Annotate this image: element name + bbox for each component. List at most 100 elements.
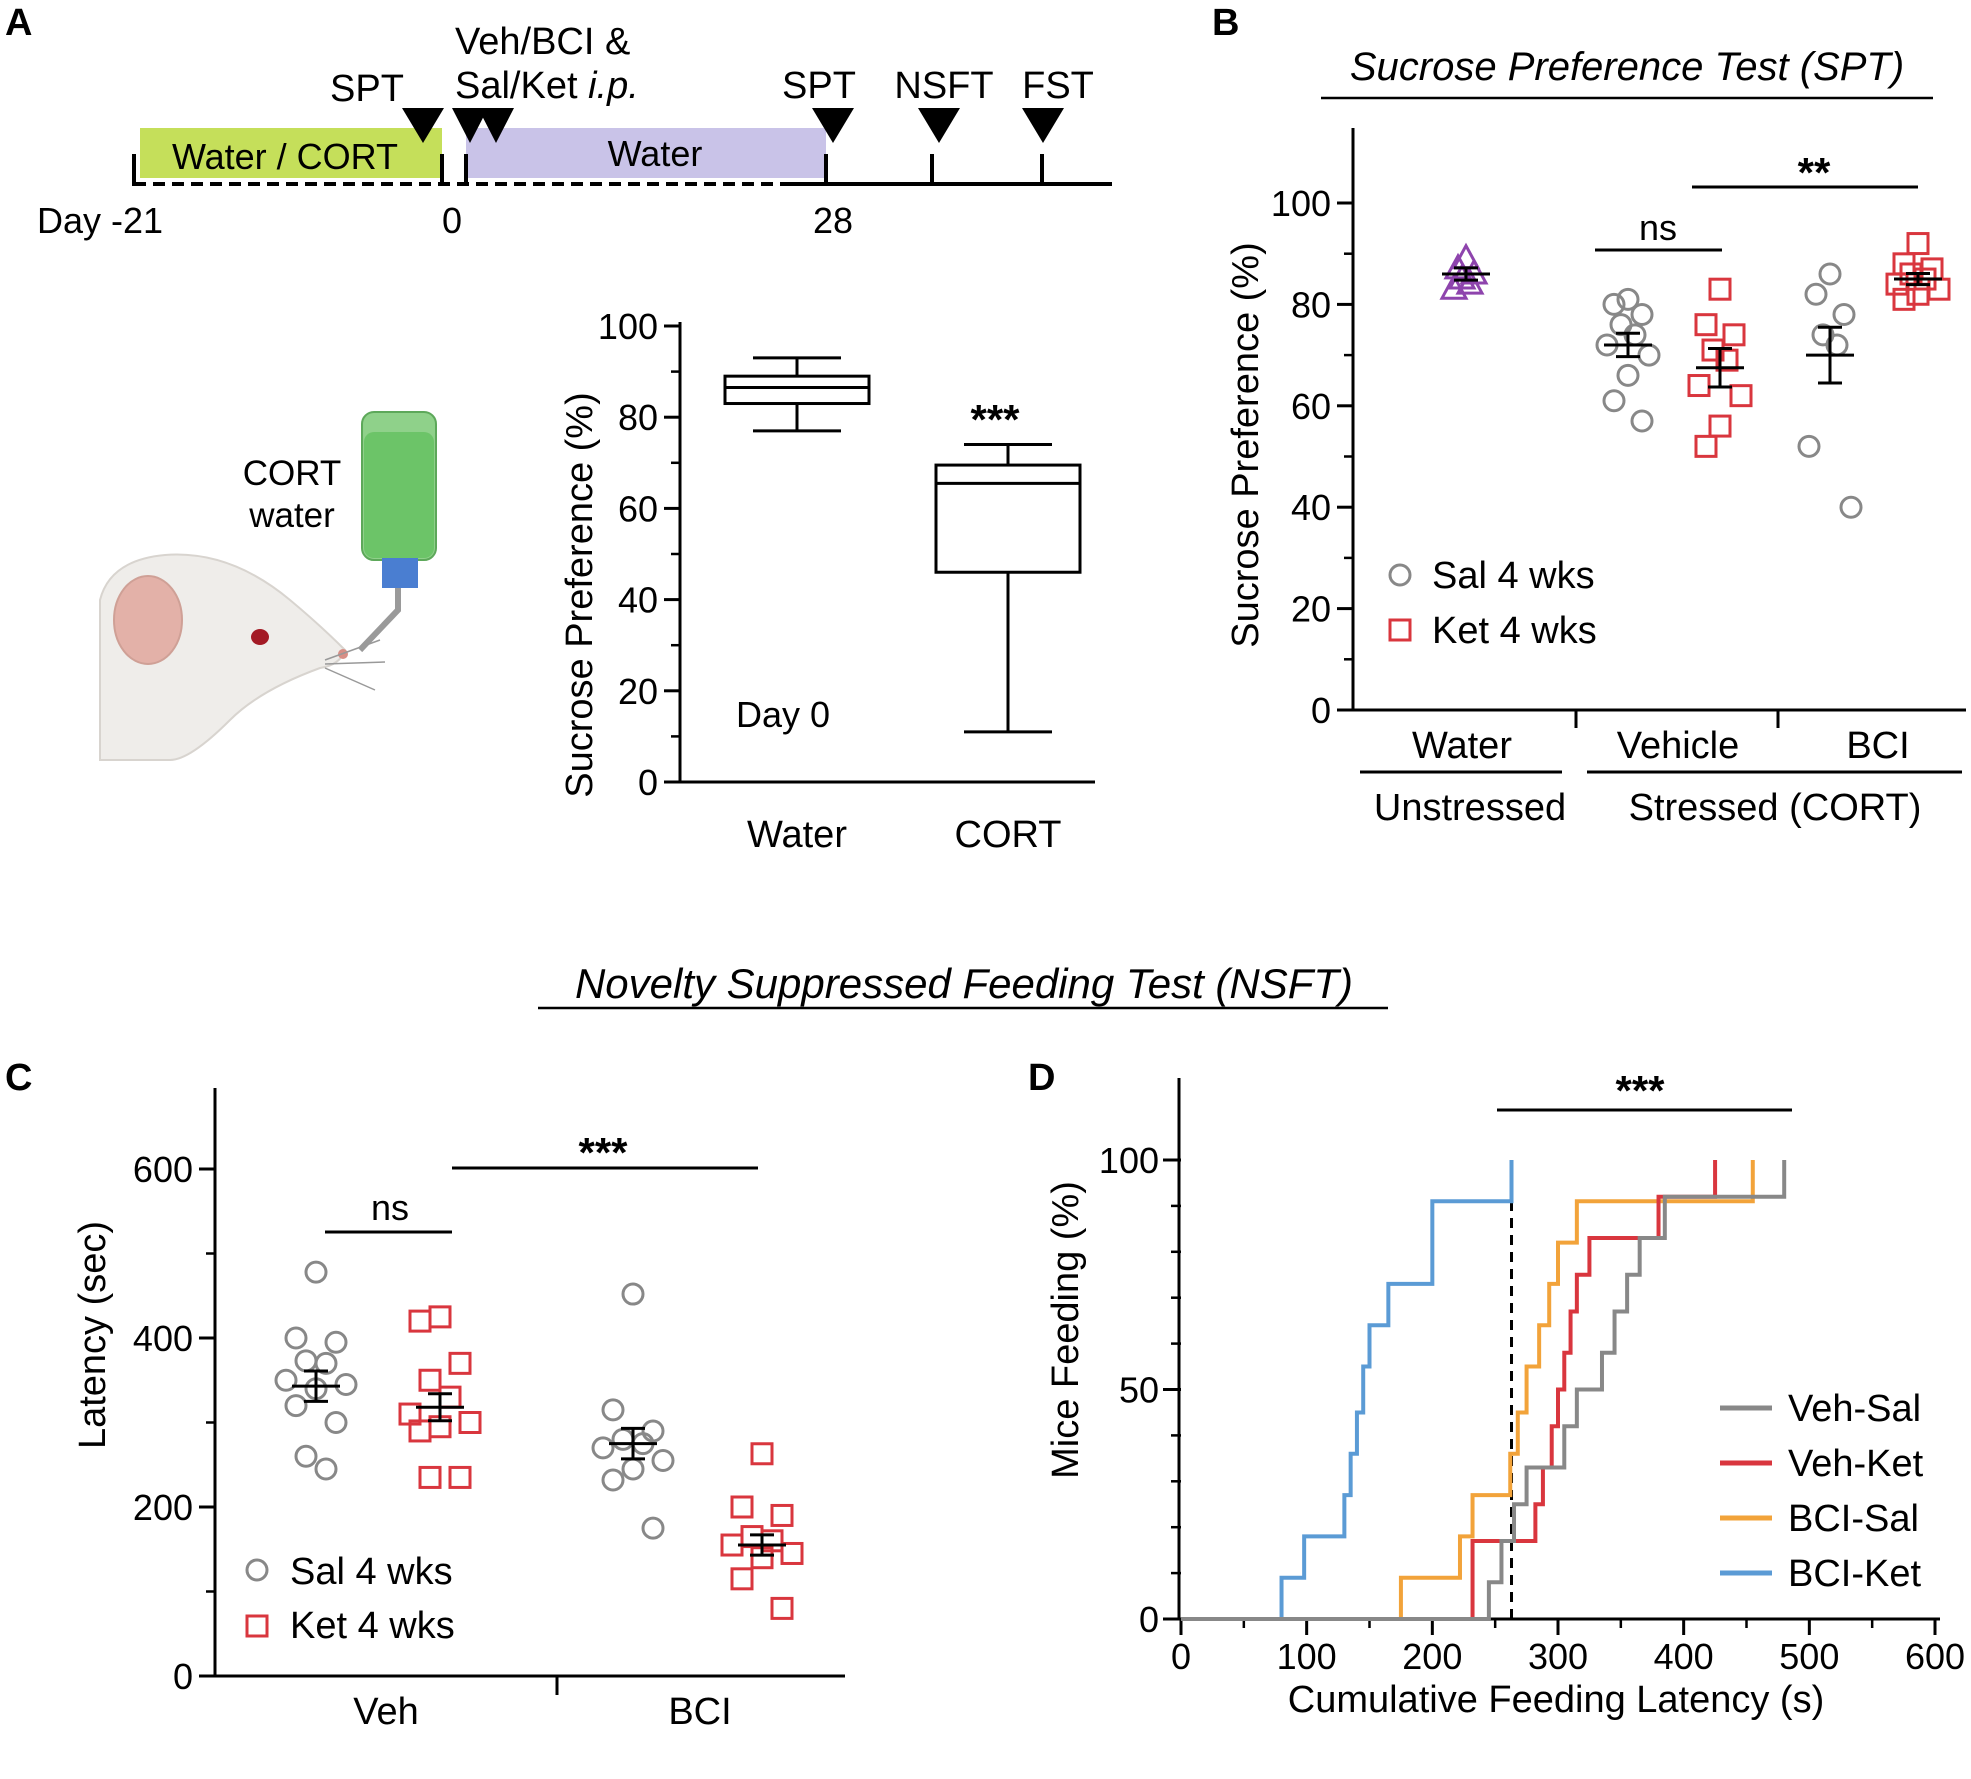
nsft-arrow-icon <box>918 108 960 143</box>
panel-a-xtick-water: Water <box>747 814 847 856</box>
panel-b-point-veh-sal <box>1630 303 1654 327</box>
panel-c-point-veh-ket <box>408 1309 432 1333</box>
panel-c-sig-label: *** <box>578 1129 628 1176</box>
panel-d-label: D <box>1028 1057 1055 1099</box>
panel-c-point-bci-sal <box>611 1427 635 1451</box>
panel-d-xtick-label: 200 <box>1402 1636 1462 1677</box>
panel-b-point-bci-ket <box>1892 287 1916 311</box>
panel-b-title: Sucrose Preference Test (SPT) <box>1350 45 1904 89</box>
curve-bci-ket <box>1181 1160 1514 1621</box>
panel-a-label: A <box>5 2 32 44</box>
panel-c-point-veh-ket <box>458 1411 482 1434</box>
spt-pre-arrow-icon <box>402 108 444 143</box>
panel-b-ytick-label: 60 <box>1291 386 1331 427</box>
panel-c-point-bci-sal <box>621 1457 645 1481</box>
panel-b-points <box>1439 232 1951 519</box>
fst-arrow-icon <box>1022 108 1064 143</box>
panel-b-point-bci-sal <box>1797 434 1821 458</box>
panel-a-y-axis: 0 20 40 60 80 100 <box>598 306 682 803</box>
panel-b-point-veh-ket <box>1687 374 1711 398</box>
panel-c-point-bci-ket <box>770 1596 794 1620</box>
panel-c-point-bci-sal <box>601 1468 625 1492</box>
panel-a-ytick-label: 40 <box>618 580 658 621</box>
panel-a-xtick-cort: CORT <box>955 814 1062 856</box>
panel-a-ytick-label: 100 <box>598 306 658 347</box>
panel-c-ytick-label: 400 <box>133 1318 193 1359</box>
panel-b-point-veh-sal <box>1616 287 1640 311</box>
bottle-cap-icon <box>382 558 418 588</box>
panel-a-ytick-label: 60 <box>618 488 658 529</box>
panel-c-legend-sal: Sal 4 wks <box>290 1551 453 1593</box>
panel-c-point-veh-sal <box>294 1444 318 1468</box>
panel-c-legend-ket: Ket 4 wks <box>290 1605 455 1647</box>
panel-c-point-veh-sal <box>314 1457 338 1481</box>
panel-b-legend-ket: Ket 4 wks <box>1432 610 1597 652</box>
panel-b-point-veh-ket <box>1715 348 1739 372</box>
panel-d-sig-label: *** <box>1615 1067 1665 1114</box>
panel-d-ytick-label: 100 <box>1099 1140 1159 1181</box>
panel-b-ytick-label: 20 <box>1291 589 1331 630</box>
panel-b-point-veh-ket <box>1722 323 1746 347</box>
panel-c-point-veh-sal <box>284 1326 308 1350</box>
day-label-zero: 0 <box>442 200 462 241</box>
panel-b-xtick-water: Water <box>1412 725 1512 767</box>
injection-arrow-icon-2 <box>478 108 514 143</box>
panel-a-ytick-label: 80 <box>618 397 658 438</box>
panel-a-ytick-label: 20 <box>618 671 658 712</box>
panel-d-xtick-label: 100 <box>1277 1636 1337 1677</box>
injection-label-2: Sal/Ket i.p. <box>455 65 639 107</box>
panel-a-significance: *** <box>970 396 1020 443</box>
panel-b-point-bci-ket <box>1906 232 1930 256</box>
injection-label-1: Veh/BCI & <box>455 21 630 63</box>
panel-b-point-veh-sal <box>1637 343 1661 367</box>
panel-b-xtick-bci: BCI <box>1846 725 1909 767</box>
panel-c-ylabel: Latency (sec) <box>72 1221 114 1449</box>
panel-b-point-bci-ket <box>1906 282 1930 306</box>
panel-b-label: B <box>1212 2 1239 44</box>
panel-c-point-bci-sal <box>591 1436 615 1460</box>
panel-b-point-veh-sal <box>1602 292 1626 316</box>
panel-b-point-veh-sal <box>1630 409 1654 433</box>
legend-circle-icon <box>1388 563 1412 587</box>
phase1-bar <box>140 128 442 178</box>
panel-b-legend-sal: Sal 4 wks <box>1432 555 1595 597</box>
panel-c-point-veh-sal <box>294 1349 318 1373</box>
panel-c-point-veh-sal <box>284 1394 308 1418</box>
panel-c-label: C <box>5 1057 32 1099</box>
panel-c-point-bci-sal <box>641 1516 665 1540</box>
panel-c-point-veh-sal <box>324 1330 348 1354</box>
panel-b-point-veh-ket <box>1708 414 1732 438</box>
panel-a-ytick-label: 0 <box>638 762 658 803</box>
panel-b-group-unstressed: Unstressed <box>1374 787 1566 829</box>
fst-label: FST <box>1022 65 1094 107</box>
legend-label-bci-ket: BCI-Ket <box>1788 1553 1921 1595</box>
nsft-label: NSFT <box>894 65 993 107</box>
panel-c-point-veh-sal <box>334 1372 358 1396</box>
panel-d-legend: Veh-Sal Veh-Ket BCI-Sal BCI-Ket <box>1720 1388 1924 1595</box>
panel-c-point-bci-ket <box>730 1567 754 1591</box>
panel-c-point-veh-ket <box>438 1385 462 1409</box>
mouse-eye-icon <box>251 629 269 645</box>
panel-c-point-bci-sal <box>621 1282 645 1306</box>
phase2-label: Water <box>608 133 703 174</box>
legend-square-icon <box>1388 618 1412 642</box>
box-cort <box>934 463 1082 574</box>
figure-title: Novelty Suppressed Feeding Test (NSFT) <box>575 960 1353 1007</box>
panel-d-xtick-label: 300 <box>1528 1636 1588 1677</box>
panel-b-sig-label: ** <box>1798 149 1831 196</box>
panel-b-point-veh-sal <box>1616 363 1640 387</box>
panel-c-point-bci-ket <box>730 1495 754 1519</box>
panel-b-ytick-label: 40 <box>1291 487 1331 528</box>
panel-b-ns-label: ns <box>1639 207 1677 248</box>
legend-label-bci-sal: BCI-Sal <box>1788 1498 1919 1540</box>
panel-d-chart: Mice Feeding (%) 0 50 100 0 100 200 300 400 500 6… <box>1045 1067 1965 1721</box>
curve-veh-sal <box>1181 1160 1787 1621</box>
panel-d-xtick-label: 400 <box>1654 1636 1714 1677</box>
panel-c-ytick-label: 600 <box>133 1149 193 1190</box>
spt-post-label: SPT <box>782 65 856 107</box>
panel-c-xtick-veh: Veh <box>353 1691 419 1733</box>
panel-b-point-veh-ket <box>1729 384 1753 408</box>
legend-circle-icon <box>245 1558 269 1582</box>
panel-c-point-veh-ket <box>418 1465 442 1489</box>
